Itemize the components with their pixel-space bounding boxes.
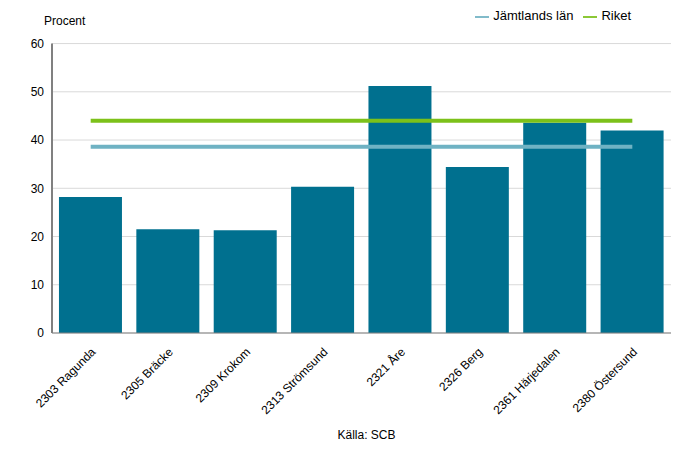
svg-text:2321 Åre: 2321 Åre (363, 344, 408, 389)
svg-text:0: 0 (37, 326, 44, 340)
svg-text:50: 50 (31, 85, 45, 99)
svg-text:2326 Berg: 2326 Berg (436, 345, 485, 394)
svg-text:2303 Ragunda: 2303 Ragunda (33, 345, 99, 411)
html-text:Riket: Riket (601, 8, 631, 23)
svg-text:20: 20 (31, 230, 45, 244)
svg-text:60: 60 (31, 37, 45, 51)
html-text:Procent: Procent (44, 14, 86, 28)
html-text:Jämtlands län: Jämtlands län (493, 8, 574, 23)
svg-text:40: 40 (31, 133, 45, 147)
svg-text:2361 Härjedalen: 2361 Härjedalen (491, 345, 563, 417)
html-text:Källa: SCB: Källa: SCB (337, 428, 396, 442)
svg-text:2309 Krokom: 2309 Krokom (193, 345, 253, 405)
svg-text:2305 Bräcke: 2305 Bräcke (118, 345, 176, 403)
svg-text:10: 10 (31, 278, 45, 292)
svg-text:2313 Strömsund: 2313 Strömsund (258, 345, 330, 417)
svg-text:2380 Östersund: 2380 Östersund (570, 345, 640, 415)
svg-text:30: 30 (31, 182, 45, 196)
